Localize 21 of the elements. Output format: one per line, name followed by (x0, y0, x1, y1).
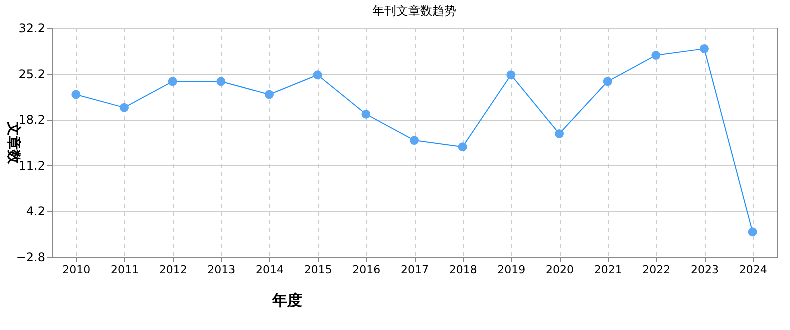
x-tick-label: 2013 (208, 264, 236, 276)
x-tick-label: 2021 (594, 264, 622, 276)
x-tick-label: 2024 (739, 264, 768, 276)
x-tick-label: 2023 (691, 264, 719, 276)
x-axis-title: 年度 (272, 292, 302, 310)
y-tick-label: −2.8 (16, 250, 46, 264)
x-tick-label: 2018 (449, 264, 478, 276)
y-tick-label: 25.2 (18, 67, 46, 82)
chart-title: 年刊文章数趋势 (372, 4, 456, 18)
x-tick-label: 2014 (256, 264, 284, 276)
x-tick-label: 2010 (62, 264, 91, 276)
x-tick-label: 2019 (498, 264, 526, 276)
x-tick-label: 2012 (159, 264, 188, 276)
y-tick-label: 32.2 (18, 22, 46, 36)
y-tick-label: 4.2 (26, 204, 46, 219)
x-tick-label: 2016 (352, 264, 381, 276)
x-tick-label: 2017 (401, 264, 429, 276)
x-tick-label: 2011 (111, 264, 139, 276)
x-tick-label: 2015 (304, 264, 332, 276)
x-tick-label: 2020 (546, 264, 574, 276)
x-tick-label: 2022 (642, 264, 671, 276)
